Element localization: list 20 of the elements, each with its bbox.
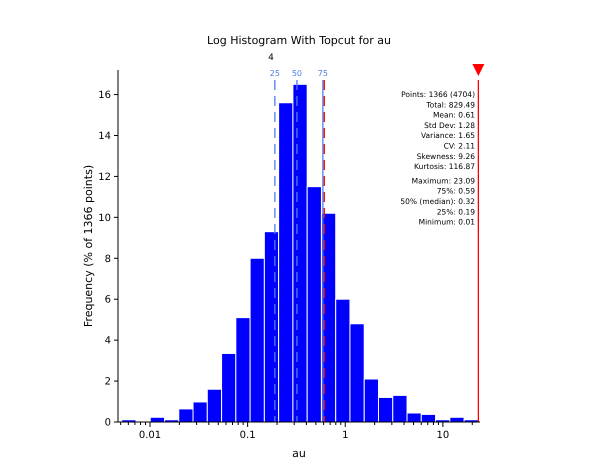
y-tick-label: 0 xyxy=(104,418,111,428)
y-tick-label: 10 xyxy=(98,212,111,224)
x-tick-label: 0.1 xyxy=(240,430,256,441)
x-tick-label: 1 xyxy=(342,430,348,441)
y-axis-title: Frequency (% of 1366 points) xyxy=(82,164,95,328)
x-tick-label: 10 xyxy=(436,430,450,441)
x-tick-label: 0.01 xyxy=(138,430,162,441)
y-tick-label: 2 xyxy=(104,376,111,388)
y-tick-label: 12 xyxy=(98,172,111,183)
y-tick-label: 14 xyxy=(98,130,111,142)
text: 4 xyxy=(268,53,274,63)
y-tick-label: 6 xyxy=(104,294,111,306)
chart-title: Log Histogram With Topcut for au xyxy=(207,34,391,47)
annotation: 25 xyxy=(270,69,280,78)
annotation: 50 xyxy=(292,69,302,78)
annotation: 75 xyxy=(318,69,328,78)
y-tick-label: 16 xyxy=(98,90,111,102)
x-axis-title: au xyxy=(292,447,306,460)
y-tick-label: 4 xyxy=(104,336,111,347)
y-tick-label: 8 xyxy=(104,254,111,265)
